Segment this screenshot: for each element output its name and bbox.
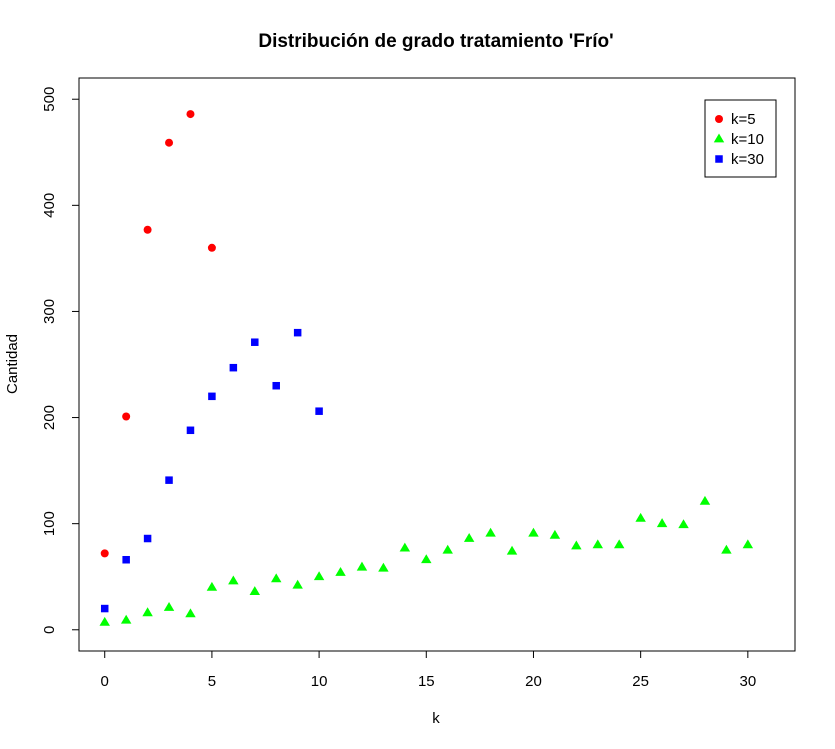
data-point	[399, 542, 411, 552]
data-point	[207, 243, 216, 252]
y-tick-label: 500	[41, 87, 58, 112]
data-point	[122, 412, 131, 421]
data-point	[229, 363, 238, 372]
y-axis-label: Cantidad	[4, 334, 21, 394]
y-tick-label: 0	[41, 626, 58, 634]
data-point	[251, 338, 259, 346]
data-point	[165, 138, 174, 147]
data-point	[421, 554, 432, 564]
data-point	[100, 549, 109, 558]
data-point	[206, 581, 218, 591]
data-point	[506, 545, 518, 555]
series-2	[99, 495, 754, 626]
series-3	[100, 328, 323, 613]
data-point	[100, 604, 109, 613]
data-point	[143, 225, 152, 234]
data-point	[186, 110, 195, 119]
data-point	[678, 519, 689, 529]
x-tick-label: 5	[208, 673, 216, 690]
data-point	[613, 539, 625, 549]
data-point	[485, 527, 496, 537]
data-point	[186, 426, 195, 435]
data-point	[185, 608, 196, 618]
legend-marker	[715, 115, 723, 123]
data-point	[335, 566, 346, 576]
data-point	[592, 539, 604, 549]
data-point	[463, 533, 475, 542]
data-point	[549, 529, 561, 539]
x-tick-label: 25	[632, 673, 649, 690]
series-1	[100, 110, 216, 558]
x-tick-label: 10	[311, 673, 328, 690]
data-point	[99, 616, 110, 626]
data-point	[143, 534, 152, 543]
data-point	[208, 392, 216, 401]
data-point	[272, 381, 280, 390]
data-point	[442, 544, 453, 554]
data-point	[249, 586, 261, 595]
x-tick-label: 0	[101, 673, 109, 690]
data-point	[721, 544, 732, 554]
y-tick-label: 300	[41, 299, 58, 324]
legend: k=5 k=10 k=30	[704, 99, 777, 178]
data-point	[165, 476, 173, 484]
data-point	[120, 614, 132, 624]
x-axis: 0 5 10 15 20 25 30	[101, 650, 756, 690]
data-points	[99, 110, 754, 626]
data-point	[270, 573, 282, 583]
data-point	[528, 527, 539, 537]
plot-frame	[78, 77, 796, 652]
x-tick-label: 15	[418, 673, 435, 690]
x-tick-label: 30	[739, 673, 756, 690]
data-point	[378, 562, 389, 572]
data-point	[142, 607, 153, 617]
data-point	[122, 555, 130, 564]
legend-marker	[715, 155, 723, 163]
legend-marker	[713, 133, 725, 143]
data-point	[656, 518, 668, 528]
y-tick-label: 100	[41, 511, 58, 536]
data-point	[293, 328, 302, 337]
data-point	[313, 571, 325, 581]
data-point	[292, 579, 303, 589]
y-axis: 0 100 200 300 400 500	[41, 87, 80, 634]
data-point	[742, 539, 754, 549]
data-point	[163, 601, 175, 611]
y-tick-label: 400	[41, 193, 58, 218]
data-point	[356, 561, 368, 571]
x-tick-label: 20	[525, 673, 542, 690]
legend-label: k=30	[731, 151, 764, 168]
data-point	[635, 512, 646, 522]
chart-title: Distribución de grado tratamiento 'Frío'	[258, 31, 613, 52]
data-point	[571, 540, 582, 550]
data-point	[315, 407, 323, 415]
data-point	[699, 495, 711, 505]
legend-label: k=10	[731, 131, 764, 148]
data-point	[228, 575, 239, 585]
legend-label: k=5	[731, 111, 756, 128]
y-tick-label: 200	[41, 405, 58, 430]
x-axis-label: k	[432, 710, 440, 727]
